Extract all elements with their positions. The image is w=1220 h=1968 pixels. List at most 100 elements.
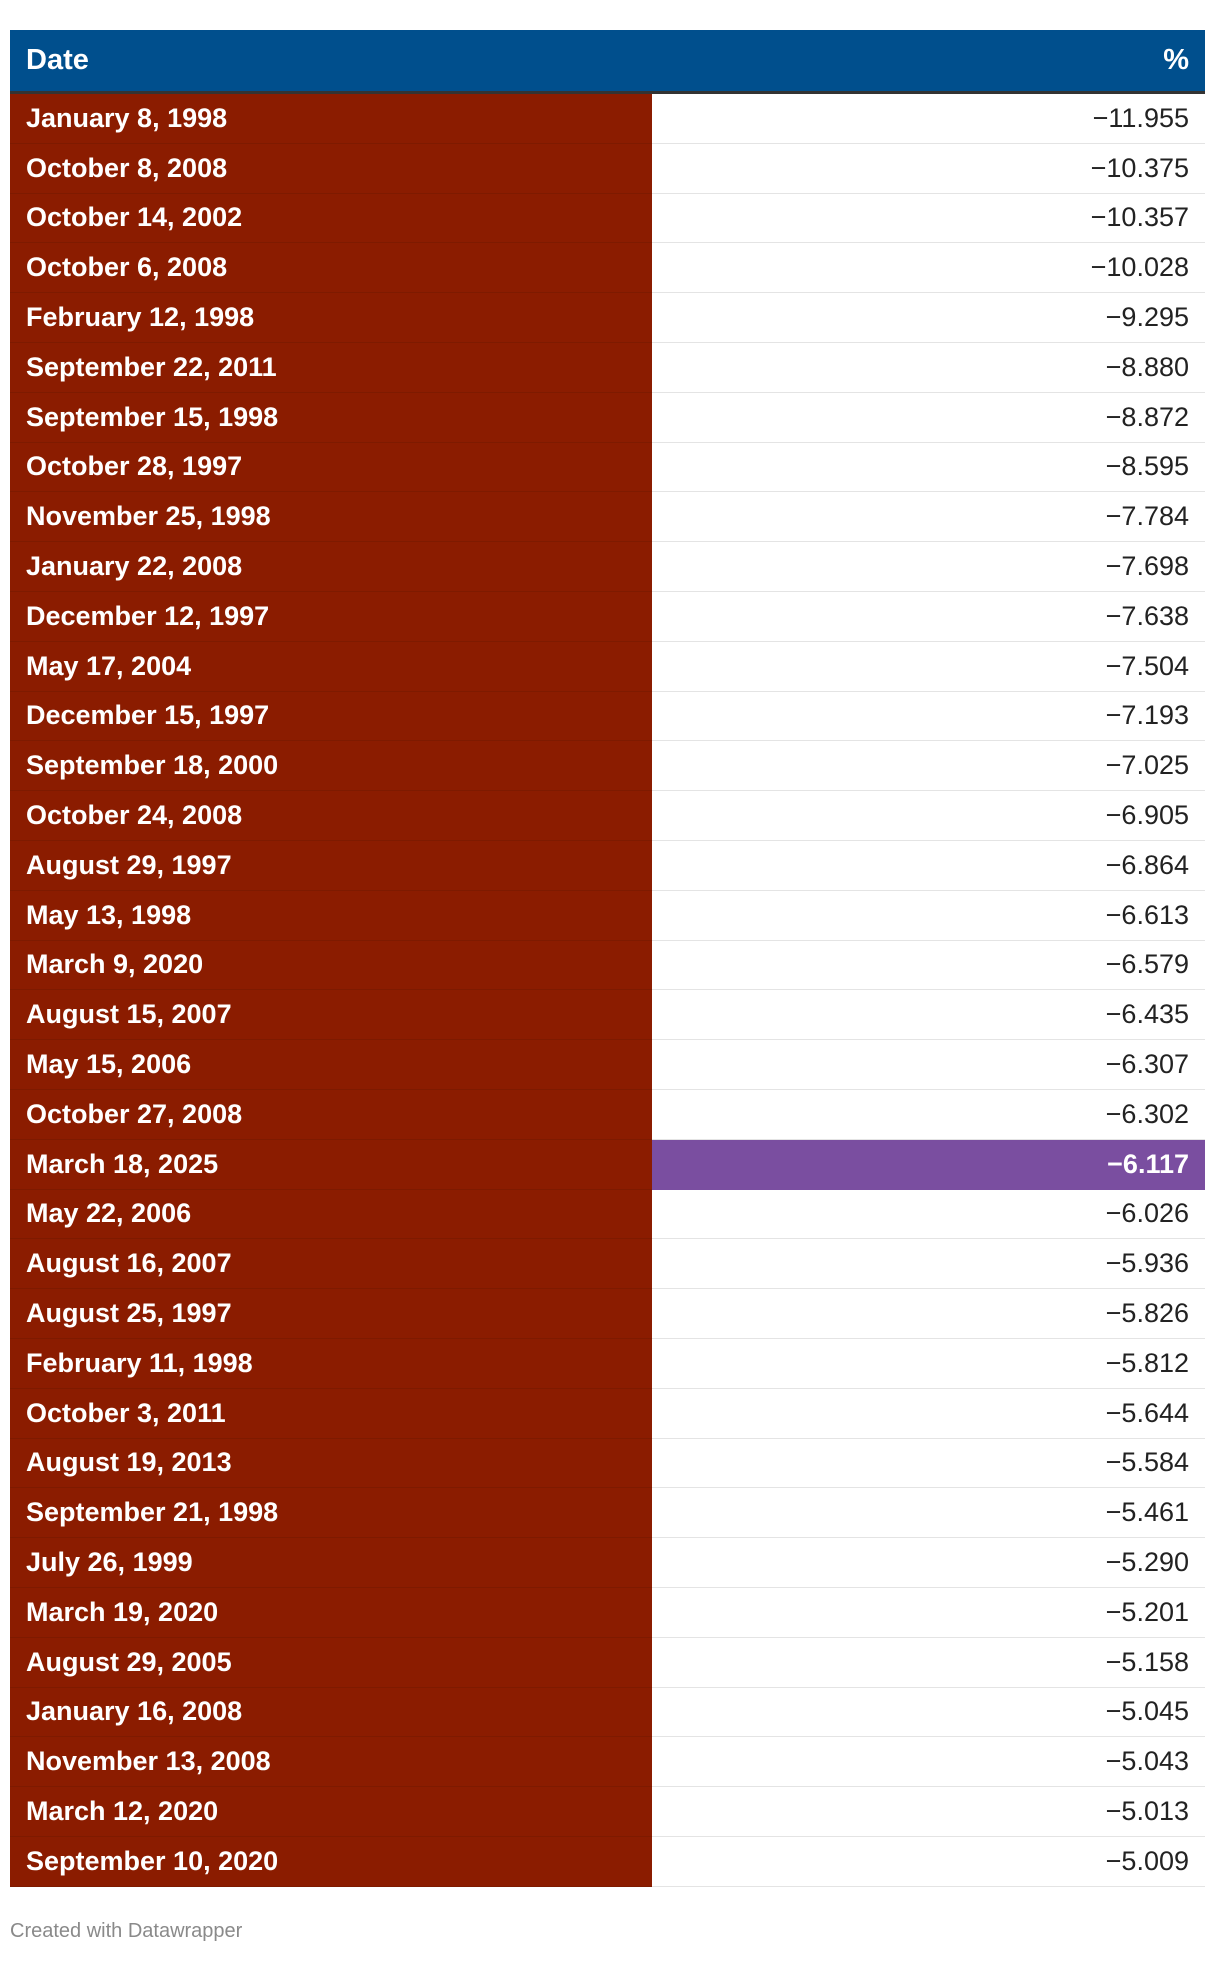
cell-date: September 10, 2020 (10, 1836, 652, 1887)
table-row: August 16, 2007 −5.936 (10, 1239, 1205, 1290)
cell-pct: −10.357 (652, 193, 1205, 244)
cell-date: May 13, 1998 (10, 890, 652, 941)
cell-date: December 12, 1997 (10, 591, 652, 642)
table-row: September 18, 2000 −7.025 (10, 741, 1205, 792)
table-row: August 15, 2007 −6.435 (10, 990, 1205, 1041)
table-row: August 25, 1997 −5.826 (10, 1289, 1205, 1339)
cell-pct: −5.043 (652, 1737, 1205, 1788)
cell-date: July 26, 1999 (10, 1538, 652, 1588)
cell-date: February 11, 1998 (10, 1338, 652, 1389)
table-row: March 19, 2020 −5.201 (10, 1587, 1205, 1638)
cell-date: August 16, 2007 (10, 1239, 652, 1290)
cell-pct: −6.579 (652, 940, 1205, 991)
cell-date: October 27, 2008 (10, 1089, 652, 1140)
table-body: January 8, 1998 −11.955 October 8, 2008 −10… (10, 94, 1205, 1887)
cell-date: March 9, 2020 (10, 940, 652, 991)
cell-date: January 16, 2008 (10, 1687, 652, 1738)
cell-date: August 19, 2013 (10, 1438, 652, 1489)
cell-pct: −7.504 (652, 641, 1205, 692)
cell-pct: −7.638 (652, 591, 1205, 642)
cell-date: August 29, 2005 (10, 1637, 652, 1688)
cell-pct: −5.290 (652, 1538, 1205, 1588)
cell-pct: −7.025 (652, 741, 1205, 792)
cell-date: October 14, 2002 (10, 193, 652, 244)
table-row: October 8, 2008 −10.375 (10, 143, 1205, 194)
cell-date: October 24, 2008 (10, 791, 652, 841)
cell-date: March 18, 2025 (10, 1139, 652, 1190)
cell-date: May 22, 2006 (10, 1189, 652, 1240)
cell-pct: −8.872 (652, 392, 1205, 443)
cell-pct: −5.045 (652, 1687, 1205, 1738)
cell-pct: −10.028 (652, 243, 1205, 294)
table-row: December 12, 1997 −7.638 (10, 591, 1205, 642)
cell-date: December 15, 1997 (10, 691, 652, 742)
cell-pct: −7.193 (652, 691, 1205, 742)
table-row: October 3, 2011 −5.644 (10, 1388, 1205, 1439)
cell-date: October 8, 2008 (10, 143, 652, 194)
table-row: October 14, 2002 −10.357 (10, 193, 1205, 244)
cell-date: September 22, 2011 (10, 342, 652, 393)
cell-date: May 17, 2004 (10, 641, 652, 692)
credit-footer: Created with Datawrapper (10, 1920, 243, 1942)
cell-date: September 18, 2000 (10, 741, 652, 792)
cell-pct: −5.009 (652, 1836, 1205, 1887)
cell-pct: −6.864 (652, 840, 1205, 891)
cell-pct: −6.307 (652, 1040, 1205, 1090)
cell-pct: −8.595 (652, 442, 1205, 493)
column-header-pct[interactable]: % (1163, 44, 1189, 76)
cell-date: January 22, 2008 (10, 542, 652, 592)
cell-date: May 15, 2006 (10, 1040, 652, 1090)
table-row: October 28, 1997 −8.595 (10, 442, 1205, 493)
table-row: August 29, 2005 −5.158 (10, 1637, 1205, 1688)
table-row: February 11, 1998 −5.812 (10, 1338, 1205, 1389)
cell-date: October 3, 2011 (10, 1388, 652, 1439)
table-row: October 6, 2008 −10.028 (10, 243, 1205, 294)
table-row: January 16, 2008 −5.045 (10, 1687, 1205, 1738)
table-row: October 27, 2008 −6.302 (10, 1089, 1205, 1140)
table-row: September 21, 1998 −5.461 (10, 1488, 1205, 1539)
cell-date: August 29, 1997 (10, 840, 652, 891)
cell-pct: −9.295 (652, 293, 1205, 343)
cell-pct: −5.013 (652, 1787, 1205, 1837)
table-row: November 13, 2008 −5.043 (10, 1737, 1205, 1788)
cell-pct: −5.584 (652, 1438, 1205, 1489)
cell-pct: −6.435 (652, 990, 1205, 1041)
cell-date: February 12, 1998 (10, 293, 652, 343)
cell-pct: −5.812 (652, 1338, 1205, 1389)
cell-pct: −11.955 (652, 94, 1205, 144)
table-row: July 26, 1999 −5.290 (10, 1538, 1205, 1588)
data-table: Date % January 8, 1998 −11.955 October 8, … (10, 30, 1205, 1887)
table-row: January 8, 1998 −11.955 (10, 94, 1205, 144)
cell-pct: −5.644 (652, 1388, 1205, 1439)
table-row-highlighted: March 18, 2025 −6.117 (10, 1139, 1205, 1190)
table-row: August 29, 1997 −6.864 (10, 840, 1205, 891)
cell-date: September 21, 1998 (10, 1488, 652, 1539)
cell-pct: −6.302 (652, 1089, 1205, 1140)
column-header-date[interactable]: Date (26, 44, 89, 76)
cell-pct: −6.026 (652, 1189, 1205, 1240)
cell-date: November 25, 1998 (10, 492, 652, 543)
cell-date: November 13, 2008 (10, 1737, 652, 1788)
cell-date: August 15, 2007 (10, 990, 652, 1041)
cell-date: March 12, 2020 (10, 1787, 652, 1837)
table-row: March 9, 2020 −6.579 (10, 940, 1205, 991)
table-row: August 19, 2013 −5.584 (10, 1438, 1205, 1489)
cell-pct: −8.880 (652, 342, 1205, 393)
table-row: May 15, 2006 −6.307 (10, 1040, 1205, 1090)
cell-date: January 8, 1998 (10, 94, 652, 144)
table-row: November 25, 1998 −7.784 (10, 492, 1205, 543)
cell-date: October 6, 2008 (10, 243, 652, 294)
cell-date: October 28, 1997 (10, 442, 652, 493)
cell-pct: −6.117 (652, 1139, 1205, 1190)
table-row: October 24, 2008 −6.905 (10, 791, 1205, 841)
table-row: September 15, 1998 −8.872 (10, 392, 1205, 443)
cell-date: September 15, 1998 (10, 392, 652, 443)
cell-pct: −10.375 (652, 143, 1205, 194)
table-row: September 22, 2011 −8.880 (10, 342, 1205, 393)
table-row: February 12, 1998 −9.295 (10, 293, 1205, 343)
table-row: May 22, 2006 −6.026 (10, 1189, 1205, 1240)
cell-date: March 19, 2020 (10, 1587, 652, 1638)
cell-date: August 25, 1997 (10, 1289, 652, 1339)
cell-pct: −5.936 (652, 1239, 1205, 1290)
table-row: January 22, 2008 −7.698 (10, 542, 1205, 592)
